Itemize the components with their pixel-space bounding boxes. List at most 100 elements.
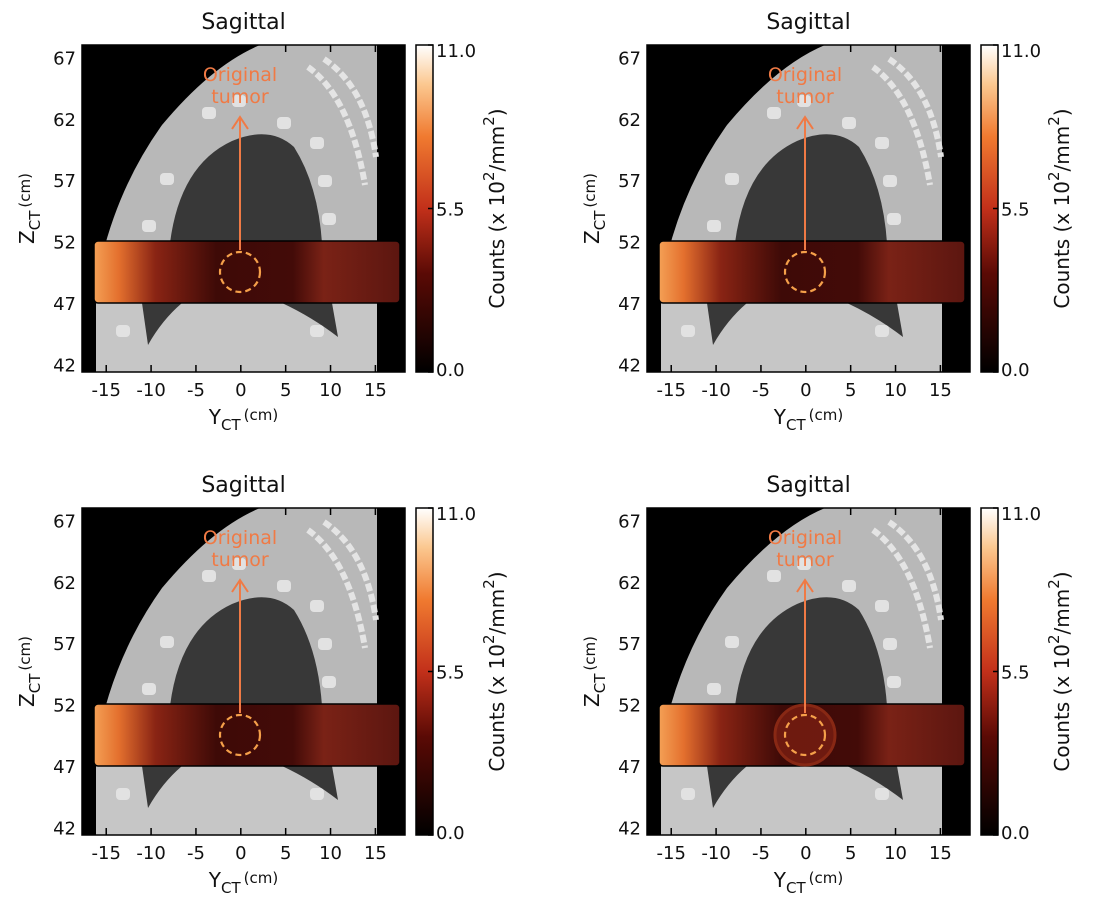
- x-axis-label-unit: (cm): [244, 869, 279, 887]
- y-axis-label-unit: (cm): [581, 173, 599, 208]
- arrow-head: [796, 115, 814, 130]
- colorbar-tick-label: 0.0: [1001, 823, 1030, 844]
- annotation-text: Original: [203, 64, 277, 86]
- x-axis-label-unit: (cm): [809, 406, 844, 424]
- colorbar-label-part: /mm: [1050, 589, 1074, 635]
- x-tick-label: 15: [929, 843, 952, 864]
- y-tick-label: 57: [618, 171, 641, 192]
- arrow-head: [231, 578, 249, 593]
- x-tick-label: -5: [187, 843, 205, 864]
- colorbar-label-part: ): [1050, 108, 1074, 116]
- x-tick-label: -15: [657, 380, 686, 401]
- plot-frame: [646, 44, 971, 373]
- arrow-head: [796, 578, 814, 593]
- x-tick-label: 0: [800, 380, 811, 401]
- colorbar-tick-label: 5.5: [1001, 663, 1030, 684]
- tumor-outline: [783, 250, 827, 294]
- annotation-text: Original: [768, 527, 842, 549]
- colorbar-label-part: ): [485, 108, 509, 116]
- x-axis-label: YCT(cm): [773, 405, 843, 434]
- y-tick-label: 67: [53, 511, 76, 532]
- x-tick-label: 5: [280, 380, 291, 401]
- y-axis-label: ZCT (cm): [580, 173, 609, 244]
- x-tick-label: 10: [319, 843, 342, 864]
- colorbar-tick-label: 5.5: [1001, 200, 1030, 221]
- y-tick-label: 57: [53, 171, 76, 192]
- x-axis-label-sub: CT: [786, 879, 806, 897]
- colorbar-label-part: 2: [1045, 171, 1063, 181]
- y-tick-label: 57: [618, 634, 641, 655]
- colorbar-tick-label: 11.0: [1001, 504, 1041, 525]
- y-tick-label: 52: [618, 696, 641, 717]
- dose-band: [93, 703, 401, 767]
- tumor-outline: [218, 713, 262, 757]
- y-tick-label: 67: [53, 48, 76, 69]
- y-axis-label-main: Z: [580, 693, 604, 707]
- x-tick-label: 0: [800, 843, 811, 864]
- y-tick-label: 62: [618, 573, 641, 594]
- colorbar-label-part: 2: [1045, 116, 1063, 126]
- chart-title: Sagittal: [201, 10, 285, 35]
- y-axis-label-unit: (cm): [16, 636, 34, 671]
- tumor-outline: [783, 713, 827, 757]
- x-tick-label: -15: [92, 843, 121, 864]
- colorbar-label-part: 2: [1045, 579, 1063, 589]
- y-tick-label: 67: [618, 48, 641, 69]
- colorbar-label-part: Counts (x 10: [1050, 644, 1074, 772]
- colorbar-label-part: Counts (x 10: [485, 181, 509, 309]
- colorbar-tick-label: 11.0: [436, 41, 476, 62]
- y-tick-label: 62: [53, 110, 76, 131]
- plot-frame: [81, 507, 406, 836]
- colorbar-label: Counts (x 102/mm2): [1045, 571, 1074, 771]
- y-tick-label: 57: [53, 634, 76, 655]
- x-axis-label-sub: CT: [786, 416, 806, 434]
- x-tick-label: -5: [187, 380, 205, 401]
- colorbar-tick-label: 0.0: [436, 360, 465, 381]
- colorbar-label-part: ): [1050, 571, 1074, 579]
- y-axis-label-sub: CT: [26, 673, 44, 693]
- colorbar-label-part: 2: [480, 634, 498, 644]
- y-tick-label: 62: [618, 110, 641, 131]
- colorbar-label: Counts (x 102/mm2): [480, 571, 509, 771]
- colorbar-label: Counts (x 102/mm2): [480, 108, 509, 308]
- colorbar-label-part: 2: [480, 579, 498, 589]
- x-axis-label-main: Y: [773, 405, 787, 429]
- colorbar-tick-label: 0.0: [436, 823, 465, 844]
- colorbar-label-part: 2: [1045, 634, 1063, 644]
- y-axis-label-sub: CT: [591, 210, 609, 230]
- x-axis-label-unit: (cm): [809, 869, 844, 887]
- x-axis-label-sub: CT: [221, 879, 241, 897]
- y-tick-label: 47: [53, 757, 76, 778]
- x-tick-label: 10: [884, 843, 907, 864]
- colorbar-label-part: 2: [480, 171, 498, 181]
- x-tick-label: 5: [280, 843, 291, 864]
- y-tick-label: 62: [53, 573, 76, 594]
- y-axis-label-unit: (cm): [16, 173, 34, 208]
- annotation-text: Original: [203, 527, 277, 549]
- x-tick-label: 15: [364, 380, 387, 401]
- y-tick-label: 47: [53, 294, 76, 315]
- colorbar-label-part: Counts (x 10: [485, 644, 509, 772]
- colorbar-label-part: Counts (x 10: [1050, 181, 1074, 309]
- y-tick-label: 42: [618, 356, 641, 377]
- x-tick-label: -5: [752, 843, 770, 864]
- plot-frame: [81, 44, 406, 373]
- x-axis-label: YCT(cm): [208, 868, 278, 897]
- y-tick-label: 42: [53, 819, 76, 840]
- x-tick-label: 0: [235, 843, 246, 864]
- x-axis-label-main: Y: [208, 868, 222, 892]
- x-tick-label: -15: [657, 843, 686, 864]
- x-tick-label: 15: [364, 843, 387, 864]
- y-axis-label-unit: (cm): [581, 636, 599, 671]
- chart-title: Sagittal: [766, 10, 850, 35]
- colorbar-tick-label: 11.0: [436, 504, 476, 525]
- y-axis-label-main: Z: [15, 693, 39, 707]
- dose-band: [93, 240, 401, 304]
- y-axis-label-main: Z: [15, 230, 39, 244]
- x-axis-label: YCT(cm): [773, 868, 843, 897]
- x-tick-label: 10: [884, 380, 907, 401]
